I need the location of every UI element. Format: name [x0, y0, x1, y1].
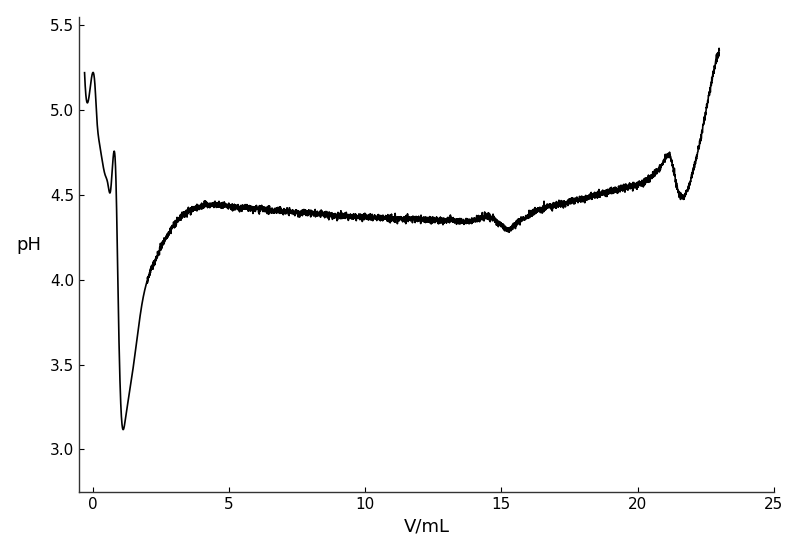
Y-axis label: pH: pH	[17, 236, 42, 254]
X-axis label: V/mL: V/mL	[403, 517, 450, 535]
